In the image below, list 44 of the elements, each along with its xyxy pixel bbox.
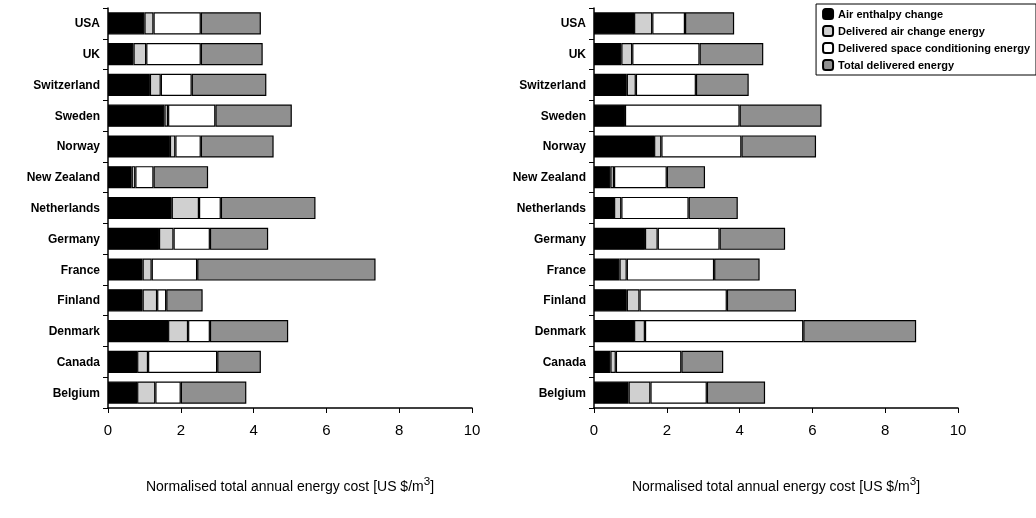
x-tick-label: 10 <box>463 421 481 438</box>
y-tick-label: USA <box>74 16 101 31</box>
y-tick-label: Finland <box>543 293 586 308</box>
y-tick-label: New Zealand <box>512 170 586 185</box>
x-tick-label: 8 <box>395 421 404 438</box>
y-tick-label: Belgium <box>52 385 100 400</box>
x-tick-label: 8 <box>881 421 890 438</box>
y-tick-label: Norway <box>56 139 101 154</box>
x-tick-label: 4 <box>735 421 744 438</box>
y-tick-label: UK <box>568 47 587 62</box>
y-tick-label: Canada <box>56 354 101 369</box>
x-tick-label: 4 <box>249 421 258 438</box>
y-tick-label: Netherlands <box>516 201 587 215</box>
x-axis-title: Normalised total annual energy cost [US $/m$^{3}$] <box>630 474 922 494</box>
y-tick-label: Netherlands <box>30 201 101 215</box>
y-tick-label: Belgium <box>538 385 586 400</box>
legend-label: Air enthalpy change <box>838 8 944 20</box>
x-tick-label: 10 <box>949 421 967 438</box>
y-tick-label: Germany <box>47 231 101 246</box>
y-tick-label: Sweden <box>540 108 586 123</box>
x-tick-label: 0 <box>103 421 113 438</box>
y-tick-label: Denmark <box>48 324 101 339</box>
y-tick-label: Germany <box>533 231 587 246</box>
x-tick-label: 6 <box>322 421 331 438</box>
y-tick-label: Switzerland <box>519 77 586 92</box>
x-tick-label: 6 <box>808 421 817 438</box>
y-tick-label: Denmark <box>534 324 587 339</box>
y-tick-label: Norway <box>542 139 587 154</box>
y-tick-label: Sweden <box>54 108 100 123</box>
legend-label: Delivered air change energy <box>838 25 986 37</box>
y-tick-label: New Zealand <box>26 170 100 185</box>
legend-label: Total delivered energy <box>838 59 955 71</box>
y-tick-label: Finland <box>57 293 100 308</box>
y-tick-label: UK <box>82 47 101 62</box>
y-tick-label: France <box>546 262 587 277</box>
x-tick-label: 2 <box>176 421 185 438</box>
x-tick-label: 2 <box>662 421 671 438</box>
x-axis-title: Normalised total annual energy cost [US $/m$^{3}$] <box>144 474 436 494</box>
y-tick-label: Switzerland <box>33 77 100 92</box>
y-tick-label: France <box>60 262 101 277</box>
x-tick-label: 0 <box>589 421 599 438</box>
y-tick-label: USA <box>560 16 587 31</box>
y-tick-label: Canada <box>542 354 587 369</box>
legend-label: Delivered space conditioning energy <box>838 42 1031 54</box>
